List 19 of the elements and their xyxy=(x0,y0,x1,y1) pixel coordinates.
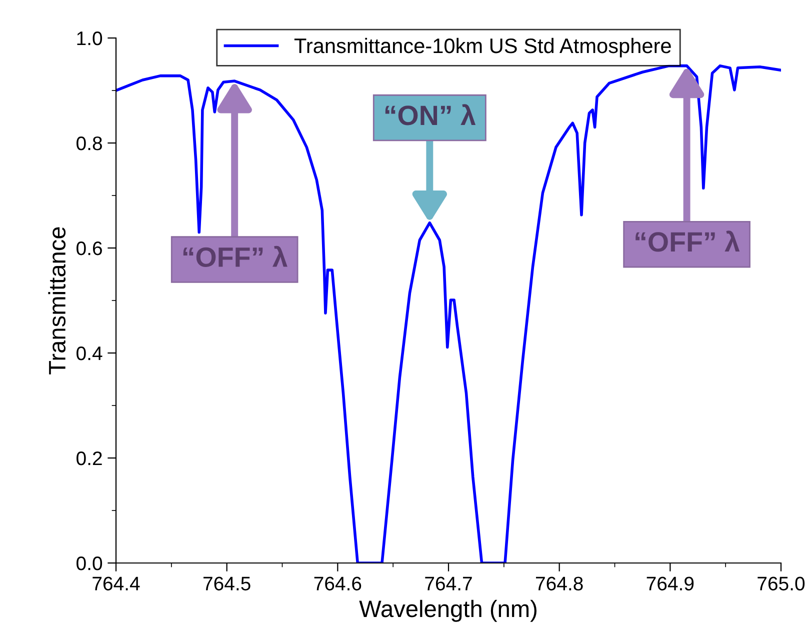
y-axis-title: Transmittance xyxy=(48,227,66,374)
legend-label: Transmittance-10km US Std Atmosphere xyxy=(294,38,671,58)
annotation: “ON” λ xyxy=(385,104,476,126)
y-tick-label: 1.0 xyxy=(77,31,102,46)
x-tick-label: 764.8 xyxy=(536,576,583,590)
x-tick-label: 764.7 xyxy=(425,576,472,590)
y-tick-label: 0.0 xyxy=(76,556,102,570)
x-tick-label: 764.4 xyxy=(92,576,140,590)
y-tick-label: 0.6 xyxy=(76,241,102,256)
annotation: “OFF” λ xyxy=(636,230,740,252)
x-tick-label: 765.0 xyxy=(758,576,805,590)
x-tick-label: 764.9 xyxy=(646,576,694,590)
y-tick-label: 0.4 xyxy=(76,346,102,360)
x-axis-title: Wavelength (nm) xyxy=(359,600,536,622)
annotation: “OFF” λ xyxy=(183,246,288,268)
x-tick-label: 764.6 xyxy=(314,576,362,590)
y-tick-label: 0.2 xyxy=(76,451,102,466)
y-tick-label: 0.8 xyxy=(76,136,102,150)
x-tick-label: 764.5 xyxy=(204,576,250,590)
